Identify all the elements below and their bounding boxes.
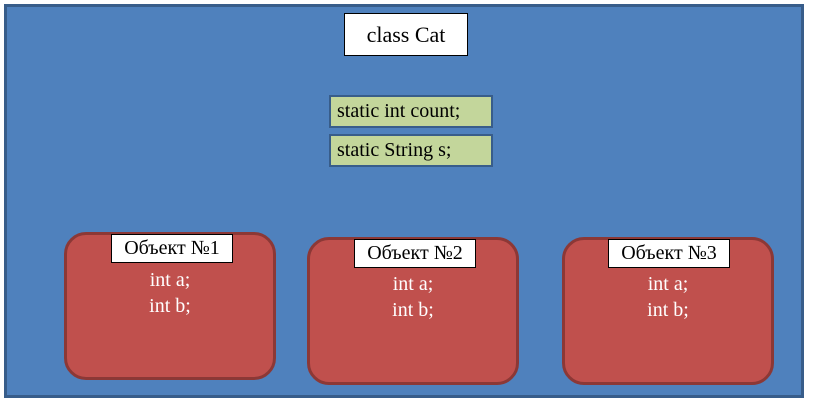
object-box-3: Объект №3 int a; int b;: [562, 237, 774, 385]
object-2-field-a: int a;: [392, 273, 434, 295]
object-label-3: Объект №3: [608, 239, 730, 268]
object-box-2: Объект №2 int a; int b;: [307, 237, 519, 385]
class-title: class Cat: [344, 13, 468, 56]
object-3-field-b: int b;: [647, 299, 689, 321]
object-label-1: Объект №1: [111, 234, 233, 263]
object-fields-3: int a; int b;: [565, 271, 771, 323]
object-1-field-a: int a;: [149, 269, 191, 291]
static-field-count: static int count;: [329, 95, 493, 128]
object-fields-2: int a; int b;: [310, 271, 516, 323]
object-3-field-a: int a;: [647, 273, 689, 295]
class-cat-frame: class Cat static int count; static Strin…: [4, 4, 804, 398]
object-fields-1: int a; int b;: [67, 267, 273, 319]
object-2-field-b: int b;: [392, 299, 434, 321]
object-label-2: Объект №2: [354, 239, 476, 268]
object-box-1: Объект №1 int a; int b;: [64, 232, 276, 380]
static-field-s: static String s;: [329, 134, 493, 167]
object-1-field-b: int b;: [149, 295, 191, 317]
